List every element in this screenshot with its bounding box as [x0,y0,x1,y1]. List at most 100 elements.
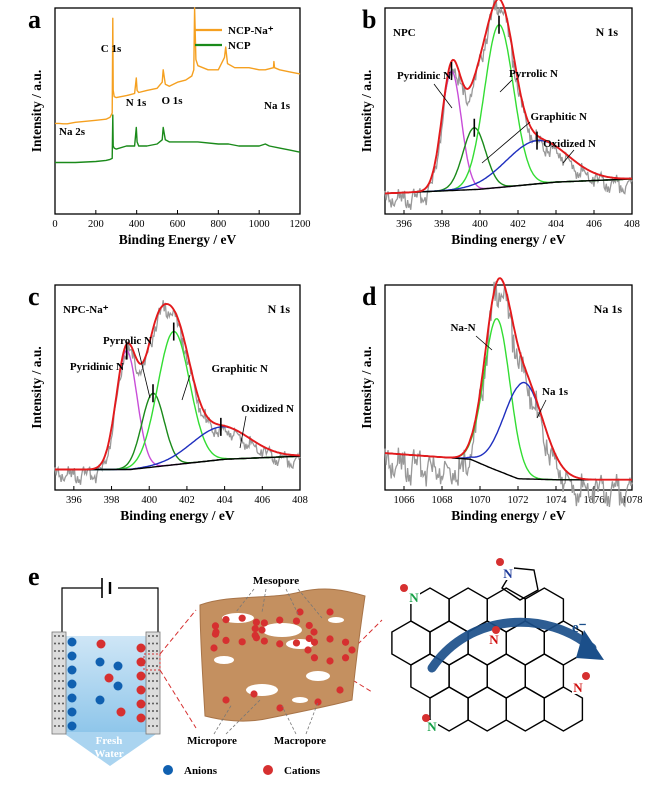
cation-circle [341,654,350,662]
electrode-dot [152,717,154,720]
panel-c-letter: c [28,282,40,311]
x-tick-label: 400 [472,219,488,230]
electrode-dot [156,680,158,682]
electrode-dot [62,695,64,697]
component-label: Pyrrolic N [509,68,558,80]
electrode-dot [148,642,150,645]
anion-circle [67,665,77,675]
x-tick-label: 0 [52,219,57,230]
electrode-dot [152,687,154,690]
cation-circle [260,637,268,645]
pore [328,617,344,623]
anion-circle [67,721,77,731]
electrode-dot [58,635,60,637]
cation-circle [260,619,268,627]
x-tick-label: 400 [129,219,145,230]
sample-tag: NPC [393,27,416,39]
electrode-dot [54,680,56,682]
cation-circle [276,704,284,712]
axes-frame [54,284,301,491]
pore [306,671,330,681]
electrode-dot [152,695,154,697]
cation-circle [496,558,504,566]
electrode-dot [58,672,60,675]
x-axis-label: Binding energy / eV [451,508,566,523]
y-axis-label: Intensity / a.u. [29,346,44,429]
cation-circle [582,672,590,680]
electrode-dot [152,702,154,705]
carbon-ring [448,653,488,699]
y-axis-label: Intensity / a.u. [359,70,374,153]
region-label: Na 1s [594,302,623,316]
label-leader [499,79,513,93]
fit-envelope-line [384,277,632,481]
cation-circle [305,621,313,630]
n-atom-label: N [503,566,513,581]
electron-transfer-arrow [427,617,597,673]
legend-anions-label: Anions [184,765,218,777]
cation-circle [310,628,318,636]
anion-circle [113,661,123,671]
cation-circle [292,639,301,647]
macropore-label: Macropore [274,735,326,747]
electrode-dot [156,687,158,690]
cation-circle [104,673,114,683]
x-tick-label: 1078 [622,495,643,506]
cation-circle [422,714,430,722]
zoom-line [345,619,383,693]
x-tick-label: 1000 [249,219,270,230]
component-line [385,23,632,195]
cation-circle [310,654,319,662]
electrode-dot [62,702,64,705]
electrode-right [145,631,161,735]
cation-circle [341,638,350,646]
electrode-dot [54,657,56,660]
x-tick-label: 600 [170,219,186,230]
label-leader [433,83,453,109]
x-tick-label: 1200 [290,219,311,230]
cation-circle [212,628,220,636]
electrode-dot [62,657,64,660]
n-atom-label: N [427,719,437,734]
electrode-dot [54,695,56,697]
electrode-dot [54,702,56,705]
panel-e-letter: e [28,562,40,591]
electrode-dot [156,672,158,675]
peak-label-c1s: C 1s [101,43,122,55]
cation-circle [304,646,312,654]
electrode-dot [156,635,158,637]
electrode-dot [54,642,56,645]
y-axis-label: Intensity / a.u. [359,346,374,429]
electron-label: e⁻ [572,620,587,636]
x-tick-label: 402 [179,495,195,506]
x-axis-label: Binding Energy / eV [119,232,237,247]
region-label: N 1s [268,302,291,316]
zoom-line [159,609,197,729]
legend-anion-swatch [163,765,173,775]
electrode-dot [58,642,60,645]
cation-circle [211,622,220,630]
electrode-dot [148,650,150,652]
electrode-dot [152,680,154,682]
fresh-label: Fresh [96,735,123,747]
n-atom-bg [572,681,584,694]
anion-circle [67,679,77,689]
cation-circle [96,639,106,649]
electrode-dot [58,657,60,660]
electrode-dot [54,650,56,652]
circuit-wire [61,587,159,640]
legend-cations-label: Cations [284,765,321,777]
electrode-dot [156,725,158,727]
component-label: Pyrrolic N [103,335,152,347]
outflow-arrow [62,732,159,766]
electron-arrow-head [576,630,604,660]
anion-circle [95,657,105,667]
electrode-dot [148,702,150,705]
anion-circle [67,637,77,647]
peak-label-na1s: Na 1s [264,100,291,112]
cation-circle [251,631,259,639]
x-tick-label: 1070 [470,495,491,506]
label-leader [239,415,247,449]
